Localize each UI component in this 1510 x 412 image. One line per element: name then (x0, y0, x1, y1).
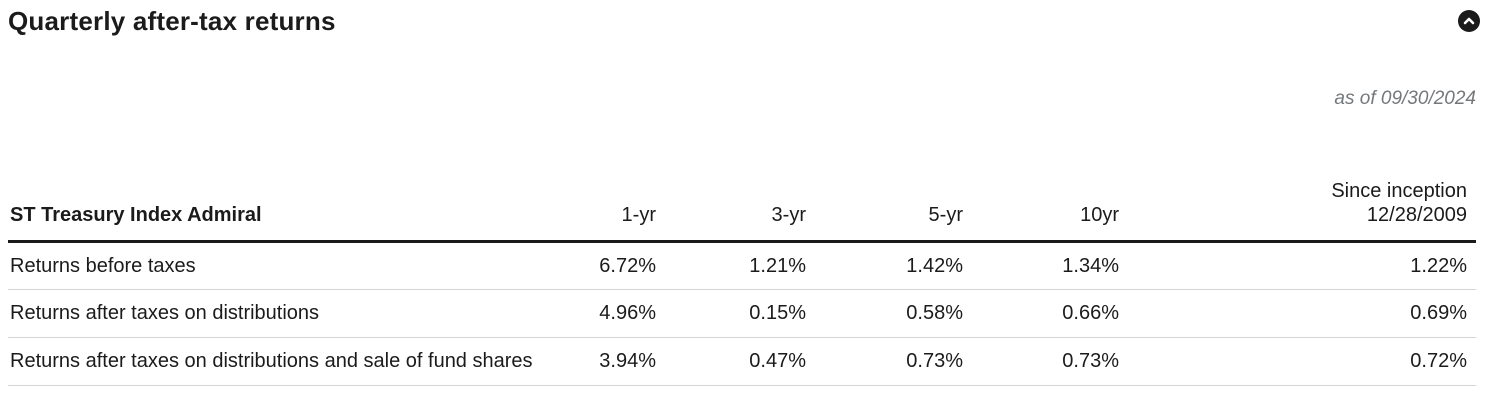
table-row: Returns after taxes on distributions 4.9… (8, 289, 1476, 338)
as-of-date: as of 09/30/2024 (1334, 88, 1476, 109)
table-row: Returns after taxes on distributions and… (8, 337, 1476, 386)
chevron-up-circle-icon (1458, 10, 1480, 35)
column-header-10yr: 10yr (963, 179, 1119, 243)
cell-value: 1.42% (806, 241, 963, 290)
cell-value: 0.15% (656, 289, 806, 338)
table-header-row: ST Treasury Index Admiral 1-yr 3-yr 5-yr… (8, 179, 1476, 243)
cell-value: 1.22% (1119, 241, 1476, 290)
cell-value: 0.69% (1119, 289, 1476, 338)
page-title: Quarterly after-tax returns (8, 6, 336, 36)
row-label: Returns after taxes on distributions (8, 289, 560, 338)
returns-table: ST Treasury Index Admiral 1-yr 3-yr 5-yr… (8, 179, 1476, 386)
since-inception-label: Since inception (1331, 180, 1467, 202)
cell-value: 4.96% (560, 289, 656, 338)
cell-value: 0.72% (1119, 337, 1476, 386)
column-header-since-inception: Since inception 12/28/2009 (1119, 179, 1476, 243)
cell-value: 0.66% (963, 289, 1119, 338)
column-header-1yr: 1-yr (560, 179, 656, 243)
collapse-section-button[interactable] (1458, 10, 1480, 32)
since-inception-date: 12/28/2009 (1366, 204, 1467, 226)
cell-value: 0.73% (963, 337, 1119, 386)
cell-value: 0.47% (656, 337, 806, 386)
cell-value: 6.72% (560, 241, 656, 290)
row-label: Returns after taxes on distributions and… (8, 337, 560, 386)
cell-value: 1.21% (656, 241, 806, 290)
column-header-5yr: 5-yr (806, 179, 963, 243)
cell-value: 3.94% (560, 337, 656, 386)
fund-name: ST Treasury Index Admiral (8, 179, 560, 243)
cell-value: 1.34% (963, 241, 1119, 290)
table-row: Returns before taxes 6.72% 1.21% 1.42% 1… (8, 241, 1476, 290)
quarterly-returns-section: Quarterly after-tax returns as of 09/30/… (8, 0, 1476, 386)
row-label: Returns before taxes (8, 241, 560, 290)
cell-value: 0.73% (806, 337, 963, 386)
cell-value: 0.58% (806, 289, 963, 338)
column-header-3yr: 3-yr (656, 179, 806, 243)
